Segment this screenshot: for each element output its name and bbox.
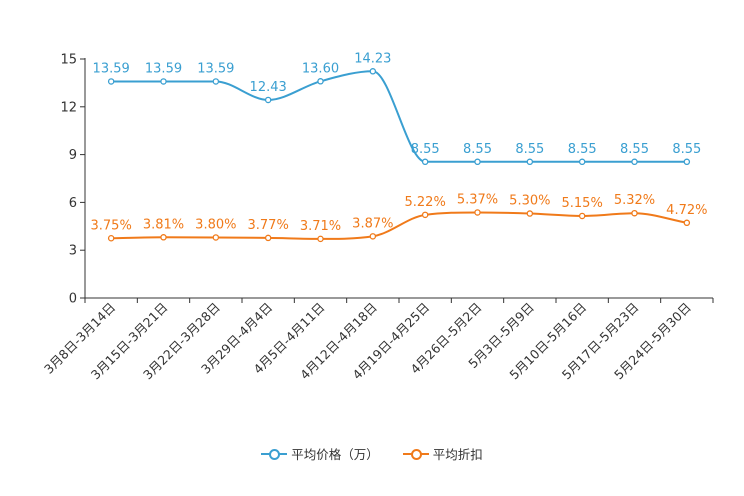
y-tick-label: 3 [69,244,77,259]
data-point [107,78,115,85]
data-label: 3.75% [91,218,132,233]
data-label: 5.37% [457,192,498,207]
data-label: 3.80% [195,217,236,232]
data-label: 3.71% [300,219,341,234]
data-label: 14.23 [354,51,391,66]
y-tick-label: 6 [69,196,77,211]
data-point [474,158,481,166]
data-point [212,234,220,241]
data-point [160,78,167,85]
data-label: 5.30% [509,194,550,209]
data-point [683,158,691,166]
x-axis: 3月8日-3月14日3月15日-3月21日3月22日-3月28日3月29日-4月… [41,297,714,382]
data-point [317,78,324,85]
legend-item-price[interactable]: 平均价格（万） [261,444,379,463]
data-point [369,233,377,240]
data-label: 13.60 [302,61,339,76]
data-label: 5.32% [614,193,655,208]
data-point [264,234,272,242]
data-point [578,212,586,220]
series-line [111,211,688,240]
y-axis: 0 3 6 9 12 15 [60,53,86,307]
data-point [474,209,481,216]
data-label: 8.55 [672,142,701,157]
data-point [107,234,115,242]
data-label: 13.59 [145,61,182,76]
data-label: 8.55 [620,142,649,157]
legend-item-discount[interactable]: 平均折扣 [402,444,483,463]
y-tick-label: 12 [60,100,77,115]
data-label: 13.59 [93,61,130,76]
data-label: 12.43 [250,80,287,95]
data-point [631,158,638,166]
data-point [421,158,429,166]
y-tick-label: 15 [60,53,77,68]
data-point [264,96,272,104]
data-label: 8.55 [568,142,597,157]
legend-swatch-price [261,448,288,460]
data-point [212,78,220,85]
legend-label-price: 平均价格（万） [291,447,379,462]
data-point [526,158,534,166]
series-line [111,70,687,163]
y-tick-label: 0 [69,292,77,307]
data-point [160,234,167,241]
legend-swatch-discount [402,448,429,460]
data-point [317,235,324,243]
data-point [578,158,586,166]
legend-label-discount: 平均折扣 [432,447,483,462]
series-layer: 13.59 13.59 13.59 12.43 13.60 14.23 8.55 8.55 8.… [91,51,707,243]
data-point [683,219,691,227]
data-label: 5.22% [405,195,446,210]
data-point [421,211,429,219]
line-chart: 0 3 6 9 12 15 3月8日-3月14日3月15日-3月21日3月22日-3月28… [41,51,714,382]
y-tick-label: 9 [69,148,77,163]
data-label: 3.81% [143,217,184,232]
legend: 平均价格（万） 平均折扣 [0,444,744,463]
data-label: 5.15% [562,196,603,211]
data-label: 8.55 [463,142,492,157]
data-point [526,210,534,217]
data-label: 8.55 [515,142,544,157]
data-label: 3.87% [352,216,393,231]
data-label: 13.59 [197,61,234,76]
data-label: 8.55 [411,142,440,157]
data-point [631,209,638,217]
data-label: 4.72% [666,203,707,218]
series-0: 13.59 13.59 13.59 12.43 13.60 14.23 8.55 8.55 8.… [93,51,701,166]
data-label: 3.77% [248,218,289,233]
data-point [369,68,377,75]
series-1: 3.75% 3.81% 3.80% 3.77% 3.71% 3.87% 5.22% 5.37%… [91,192,707,243]
